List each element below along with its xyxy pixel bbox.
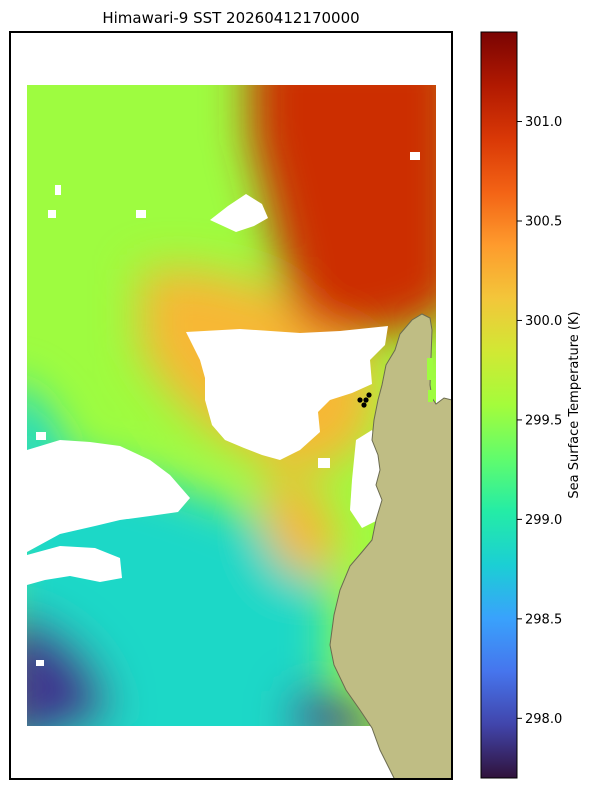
colorbar-tick-label: 301.0 <box>525 115 562 130</box>
colorbar: 298.0 298.5 299.0 299.5 300.0 300.5 301.0 Sea … <box>480 31 582 779</box>
map-panel <box>10 32 452 779</box>
colorbar-tick-label: 299.0 <box>525 513 562 528</box>
cloud-speck <box>136 210 146 218</box>
colorbar-ticks: 298.0 298.5 299.0 299.5 300.0 300.5 301.0 <box>517 115 562 727</box>
station-markers <box>357 392 372 408</box>
sst-central-belt-south <box>265 470 337 577</box>
sst-southeast-cold-pocket <box>291 690 374 726</box>
cloud-coast-band <box>350 430 382 528</box>
chart-title: Himawari-9 SST 20260412170000 <box>102 9 359 27</box>
colorbar-fill <box>480 31 518 779</box>
colorbar-tick-label: 300.0 <box>525 314 562 329</box>
sst-southwest-cold-eddy <box>27 616 110 726</box>
cloud-speck <box>48 210 56 218</box>
cloud-north <box>210 194 268 232</box>
colorbar-label: Sea Surface Temperature (K) <box>567 311 582 498</box>
cloud-speck <box>36 432 46 440</box>
colored-islet <box>427 358 433 380</box>
cloud-west-lower <box>27 546 122 585</box>
cloud-speck <box>36 660 44 666</box>
station-marker <box>366 392 372 398</box>
colorbar-tick-label: 298.5 <box>525 612 562 627</box>
cloud-speck <box>318 458 330 468</box>
map-frame <box>9 31 453 780</box>
land-coastline <box>329 313 452 779</box>
colorbar-tick-label: 300.5 <box>525 214 562 229</box>
sst-northeast-warm-pool <box>250 85 436 338</box>
colorbar-tick-label: 299.5 <box>525 413 562 428</box>
cloud-speck <box>410 152 420 160</box>
colored-islet <box>428 390 433 402</box>
station-marker <box>363 397 369 403</box>
colorbar-tick-label: 298.0 <box>525 712 562 727</box>
cloud-central <box>186 326 388 460</box>
cloud-speck <box>55 185 61 195</box>
cloud-west <box>27 440 190 552</box>
station-marker <box>361 402 367 408</box>
station-marker <box>357 397 363 403</box>
cloud-mask <box>27 152 420 666</box>
